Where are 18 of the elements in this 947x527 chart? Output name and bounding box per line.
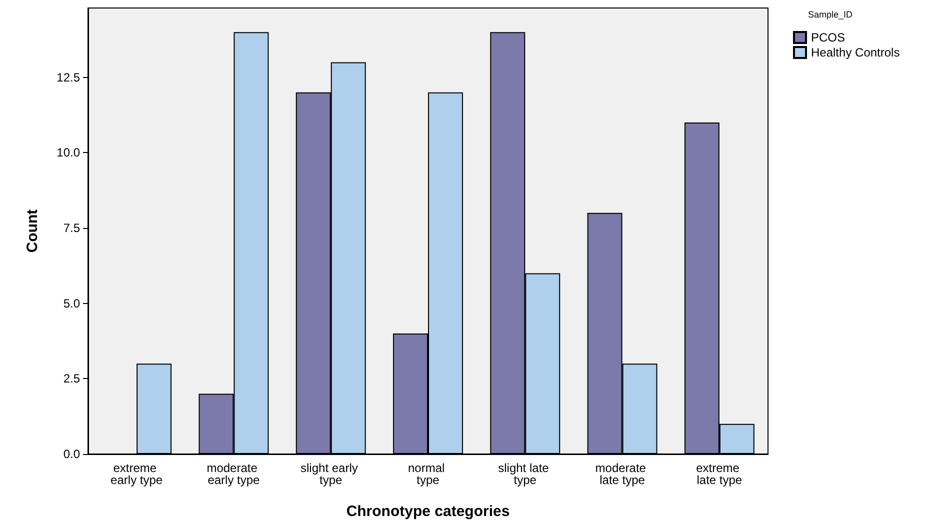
x-tick-label: extreme late type (696, 461, 743, 487)
legend-label: PCOS (811, 30, 846, 44)
y-tick-label: 2.5 (63, 372, 80, 386)
x-tick-label: moderate late type (595, 461, 650, 487)
y-tick-label: 12.5 (56, 70, 80, 84)
x-tick-label: slight late type (498, 461, 552, 487)
legend-title: Sample_ID (808, 10, 854, 20)
x-tick-label: extreme early type (110, 461, 163, 487)
x-tick-label: moderate early type (206, 461, 261, 487)
y-tick-label: 5.0 (63, 296, 80, 310)
y-tick-label: 0.0 (63, 447, 80, 461)
legend-label: Healthy Controls (811, 46, 900, 60)
x-tick-label: normal type (408, 461, 448, 487)
x-axis-title: Chronotype categories (346, 503, 510, 520)
x-tick-label: slight early type (300, 461, 362, 487)
y-tick-label: 7.5 (63, 220, 80, 235)
y-axis-title: Count (24, 209, 41, 253)
y-tick-label: 10.0 (56, 146, 80, 160)
